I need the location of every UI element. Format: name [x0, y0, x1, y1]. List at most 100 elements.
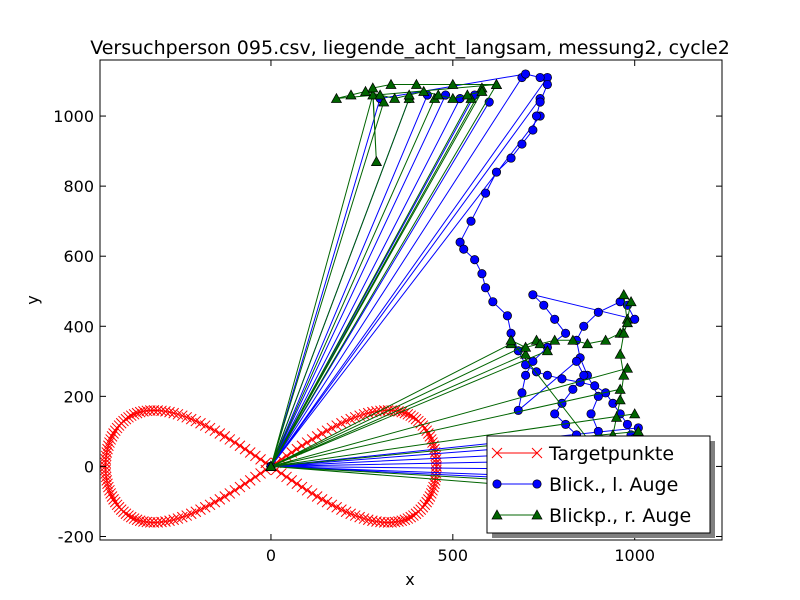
- series-1-point-190: [421, 496, 433, 508]
- series-1-point-17: [410, 413, 422, 425]
- series-2-point-31: [491, 167, 502, 177]
- series-1-point-54: [250, 471, 261, 483]
- series-2-point-28: [528, 125, 538, 135]
- series-group: [100, 69, 713, 528]
- series-1-point-104: [100, 450, 112, 462]
- series-2-point-36: [470, 255, 480, 265]
- series-3-point-16: [367, 82, 379, 93]
- series-2-point-78: [579, 321, 589, 331]
- plot-frame: [99, 59, 723, 541]
- series-3-point-15: [370, 155, 383, 166]
- series-2-point-39: [488, 297, 498, 307]
- series-2-point-92: [571, 356, 582, 366]
- series-2-point-94: [568, 384, 578, 394]
- series-1-point-154: [281, 471, 292, 483]
- series-3-point-43: [614, 383, 626, 394]
- legend-marker-b-3: [531, 509, 543, 520]
- legend: Targetpunkte Blick., l. Auge Blickp., r. A…: [486, 435, 715, 538]
- legend-label-2: Blick., l. Auge: [549, 474, 678, 496]
- series-1-point-169: [354, 511, 365, 523]
- series-1-point-149: [255, 454, 266, 465]
- series-2-point-84: [539, 300, 549, 310]
- series-1-point-179: [393, 516, 404, 527]
- series-3-point-35: [519, 348, 532, 359]
- series-3-point-22: [345, 89, 357, 100]
- series-2-point-48: [590, 381, 600, 391]
- series-1-point-92: [106, 491, 118, 502]
- series-2-point-45: [542, 370, 552, 380]
- series-2-point-35: [459, 244, 469, 254]
- series-3-point-27: [418, 85, 430, 96]
- series-1-point-160: [311, 491, 323, 502]
- series-1-point-153: [275, 468, 287, 479]
- series-3-point-20: [490, 78, 503, 89]
- series-1-point-43: [306, 434, 318, 445]
- series-1-point-146: [239, 443, 251, 455]
- series-1-point-155: [286, 475, 298, 486]
- series-1-point-197: [429, 475, 441, 486]
- series-1-point-132: [172, 408, 184, 420]
- series-2-point-40: [502, 311, 512, 321]
- series-1-point-117: [120, 413, 132, 425]
- series-3-point-62: [618, 289, 630, 300]
- series-1-point-90: [109, 496, 121, 508]
- plot-area: [100, 69, 713, 528]
- series-1-point-80: [134, 515, 146, 527]
- series-3-point-31: [476, 85, 488, 96]
- legend-label-1: Targetpunkte: [548, 443, 674, 465]
- series-1-point-94: [104, 484, 115, 496]
- series-1-point-69: [176, 511, 188, 523]
- series-2-point-27: [531, 111, 542, 121]
- series-1-point-157: [296, 481, 308, 493]
- series-1-point-192: [424, 491, 436, 502]
- series-1-point-141: [214, 428, 226, 439]
- series-1-point-96: [102, 478, 113, 490]
- series-3-point-25: [389, 92, 401, 103]
- series-1-point-103: [100, 454, 112, 465]
- series-1-point-61: [214, 494, 226, 505]
- series-1-point-31: [362, 407, 374, 419]
- x-tick-label-3: 1000: [614, 546, 655, 565]
- series-1-point-58: [229, 484, 241, 496]
- series-3-point-64: [618, 327, 630, 338]
- series-1-point-79: [138, 516, 149, 527]
- axes: 0 500 1000 -200 0 200 400 600 800 1000: [53, 59, 723, 565]
- series-3-point-18: [410, 78, 423, 89]
- series-2-point-83: [528, 290, 538, 300]
- series-2-point-38: [481, 283, 491, 293]
- series-3-point-39: [541, 345, 553, 356]
- series-1-point-48: [281, 450, 292, 462]
- series-3-point-45: [629, 408, 641, 419]
- y-tick-label-3: 200: [63, 387, 94, 406]
- series-1-point-81: [131, 514, 143, 526]
- legend-label-3: Blickp., r. Auge: [549, 505, 691, 527]
- legend-marker-b-2: [532, 479, 542, 489]
- series-2-point-79: [593, 307, 603, 317]
- series-1-point-39: [326, 422, 338, 434]
- series-1-point-118: [123, 411, 134, 423]
- y-tick-label-4: 400: [63, 317, 94, 336]
- series-3-point-19: [447, 78, 459, 89]
- series-1-point-78: [141, 516, 153, 528]
- series-3-point-52: [505, 334, 517, 345]
- series-3-point-63: [621, 317, 634, 328]
- series-1-point-18: [408, 411, 419, 423]
- series-1-point-120: [128, 408, 140, 420]
- series-3-point-21: [330, 92, 343, 103]
- series-1-point-105: [101, 447, 113, 458]
- series-1-point-10: [424, 431, 436, 442]
- series-1-point-121: [131, 407, 143, 419]
- series-2-point-90: [517, 388, 527, 398]
- series-1-point-55: [244, 475, 256, 486]
- series-3-point-47: [632, 425, 644, 436]
- series-3-point-54: [534, 338, 546, 349]
- series-3-point-50: [265, 460, 277, 471]
- series-1-point-156: [291, 478, 303, 490]
- series-2-point-30: [506, 153, 516, 163]
- series-3-point-28: [432, 89, 444, 100]
- series-3-point-24: [374, 89, 386, 100]
- series-2-point-33: [466, 216, 476, 226]
- series-1-point-12: [421, 425, 433, 437]
- series-3-point-57: [581, 338, 594, 349]
- series-1-point-122: [134, 406, 146, 418]
